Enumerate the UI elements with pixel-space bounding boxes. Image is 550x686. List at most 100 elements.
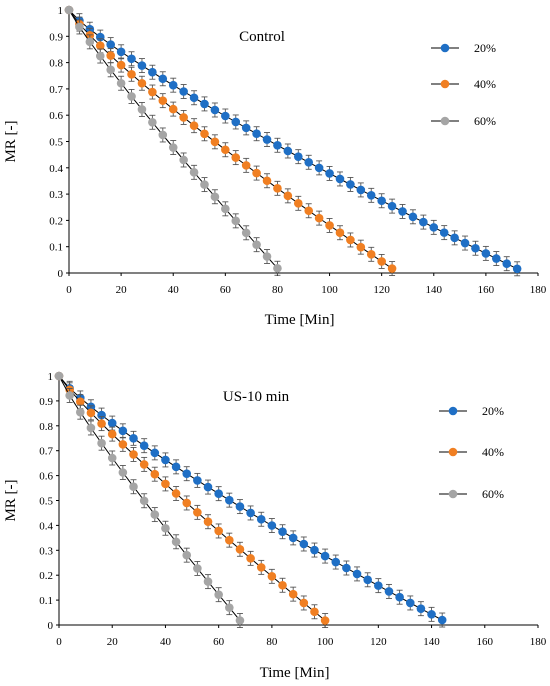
data-point <box>54 371 64 381</box>
data-point <box>225 495 234 505</box>
data-point <box>168 104 178 114</box>
y-axis-title: MR [-] <box>3 479 19 521</box>
data-point <box>107 418 117 428</box>
data-point <box>405 598 415 608</box>
data-point <box>429 223 439 232</box>
data-point <box>129 434 138 443</box>
y-tick-label: 0.5 <box>39 496 53 508</box>
data-point <box>225 603 234 612</box>
x-axis-title: Time [Min] <box>260 665 330 681</box>
data-point <box>189 93 199 103</box>
data-point <box>221 204 230 214</box>
data-point <box>179 113 188 122</box>
data-point <box>299 539 309 549</box>
data-point <box>481 249 491 258</box>
y-tick-label: 0.6 <box>39 471 53 483</box>
data-point <box>182 550 192 560</box>
y-tick-label: 0.8 <box>49 58 63 70</box>
y-tick-label: 0.2 <box>49 215 63 227</box>
data-point <box>314 163 324 173</box>
data-point <box>139 496 149 506</box>
data-point <box>210 192 220 202</box>
data-point <box>408 212 418 222</box>
x-tick-label: 180 <box>530 284 547 296</box>
data-point <box>95 51 105 61</box>
data-point <box>366 191 376 200</box>
legend-label: 40% <box>474 77 496 91</box>
y-tick-label: 0.3 <box>39 545 53 557</box>
data-point <box>193 476 202 485</box>
legend-label: 60% <box>482 487 504 501</box>
data-point <box>231 216 241 226</box>
data-point <box>95 41 105 51</box>
data-point <box>65 391 74 400</box>
x-tick-label: 80 <box>272 284 284 296</box>
data-point <box>127 92 136 101</box>
data-point <box>252 240 261 249</box>
data-point <box>118 426 128 436</box>
data-point <box>384 587 394 596</box>
data-point <box>252 129 261 139</box>
data-point <box>502 259 512 268</box>
data-point <box>283 191 293 201</box>
data-point <box>437 615 447 625</box>
x-tick-label: 20 <box>116 284 128 296</box>
data-point <box>75 407 85 417</box>
data-point <box>471 243 480 253</box>
data-point <box>310 545 319 555</box>
data-point <box>262 176 272 186</box>
data-point <box>363 575 372 585</box>
data-point <box>246 554 255 563</box>
data-point <box>374 581 383 590</box>
data-point <box>129 482 138 492</box>
data-point <box>278 580 287 590</box>
data-point <box>267 572 277 581</box>
data-point <box>148 117 157 127</box>
data-point <box>203 577 213 586</box>
y-tick-label: 0.3 <box>49 189 63 201</box>
data-point <box>427 610 436 619</box>
x-tick-label: 180 <box>530 636 547 648</box>
data-point <box>161 523 170 533</box>
data-point <box>356 185 366 195</box>
data-point <box>346 235 355 245</box>
y-tick-label: 1 <box>48 371 54 383</box>
data-point <box>171 462 181 472</box>
data-point <box>116 78 126 88</box>
data-point <box>221 145 230 155</box>
data-point <box>366 250 376 259</box>
data-point <box>107 453 117 463</box>
data-point <box>158 74 168 84</box>
data-point <box>299 598 309 608</box>
data-point <box>398 207 407 216</box>
legend-label: 60% <box>474 114 496 128</box>
data-point <box>193 508 202 517</box>
x-tick-label: 0 <box>56 636 62 648</box>
data-point <box>158 130 168 140</box>
x-tick-label: 140 <box>423 636 440 648</box>
data-point <box>304 206 314 216</box>
x-axis-title: Time [Min] <box>265 312 335 328</box>
data-point <box>150 448 160 458</box>
data-point <box>325 221 334 230</box>
data-point <box>106 65 115 75</box>
data-point <box>200 99 209 109</box>
data-point <box>75 22 84 32</box>
x-tick-label: 120 <box>373 284 390 296</box>
data-point <box>314 213 324 223</box>
data-point <box>278 527 287 537</box>
data-point <box>273 140 282 150</box>
data-point <box>256 563 266 572</box>
data-point <box>210 137 220 147</box>
data-point <box>225 535 234 545</box>
y-tick-label: 0.8 <box>39 421 53 433</box>
x-tick-label: 40 <box>160 636 172 648</box>
data-point <box>203 517 213 527</box>
data-point <box>179 155 188 165</box>
data-point <box>158 96 168 105</box>
y-tick-label: 0.4 <box>49 163 63 175</box>
y-tick-label: 0.7 <box>39 446 53 458</box>
data-point <box>288 589 298 599</box>
legend-marker <box>440 79 450 89</box>
